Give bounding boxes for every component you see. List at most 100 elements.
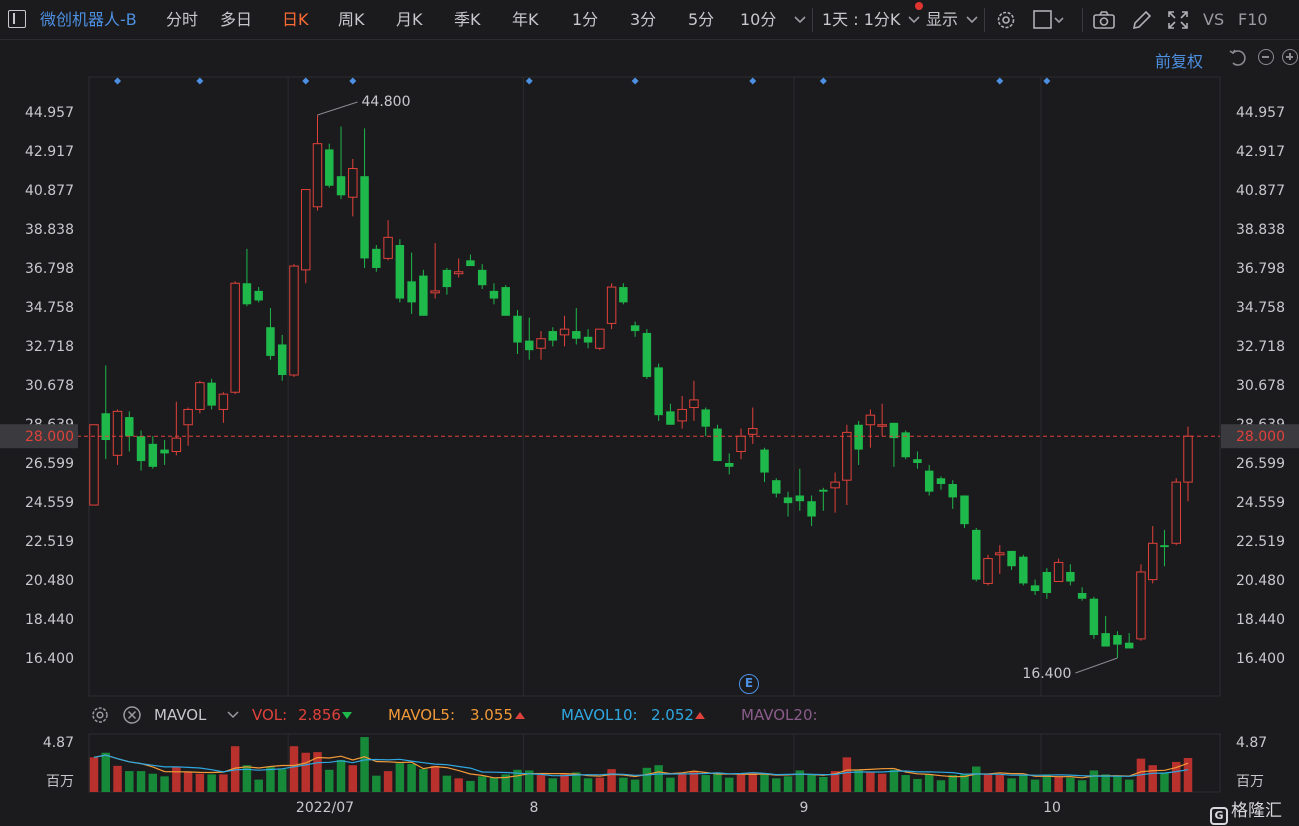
candlestick-chart[interactable]: 44.957 44.957 42.917 42.917 40.877 40.877 38.8… [0,40,1299,700]
volume-bar [383,771,393,792]
expand-icon[interactable] [1166,9,1190,31]
candle-body-up [877,424,887,427]
square-icon[interactable] [1032,9,1066,31]
volume-bar [972,766,981,792]
camera-icon[interactable] [1092,9,1116,31]
stock-name[interactable]: 微创机器人-B [40,10,137,29]
pencil-icon[interactable] [1130,9,1154,31]
candle-body-down [1007,550,1016,567]
period-tab-intraday[interactable]: 分时 [166,10,199,29]
volume-bar [336,759,346,792]
zoom-out-icon[interactable] [1258,49,1274,65]
candle-body-down [583,336,593,343]
volume-bar [1124,779,1134,792]
mavol5-line [93,754,1189,779]
volume-bar [466,780,475,792]
vs-button[interactable]: VS [1203,10,1225,29]
candle-body-up [195,382,205,410]
down-arrow-icon [342,712,352,719]
volume-bar [430,765,440,792]
current-price-tag-right [1221,424,1299,449]
candle-body-down [254,290,263,301]
undo-icon[interactable] [1228,48,1248,68]
period-tab-3min[interactable]: 3分 [630,10,657,29]
volume-bar [207,774,216,792]
price-tick-label-left: 44.957 [25,105,74,121]
volume-max-label-right: 4.87 [1236,735,1267,751]
mavol10-label: MAVOL10: [561,706,638,724]
period-tab-yearly[interactable]: 年K [512,10,539,29]
price-tick-label-left: 42.917 [25,144,74,160]
candle-body-down [913,459,922,463]
volume-bar [513,769,522,792]
period-tab-multiday[interactable]: 多日 [220,10,253,29]
gear-icon[interactable] [90,705,110,725]
volume-bar [183,771,193,792]
candle-body-up [842,431,852,481]
candle-body-down [160,449,169,454]
sidebar-toggle-icon[interactable] [8,10,26,28]
period-tab-quarterly[interactable]: 季K [454,10,481,29]
volume-bar [525,770,534,792]
f10-button[interactable]: F10 [1238,10,1268,29]
candle-body-down [795,495,805,502]
close-icon[interactable] [122,705,142,725]
volume-max-label-left: 4.87 [43,735,74,751]
candle-body-up [383,236,393,259]
volume-bar [1160,772,1169,792]
mavol20-label: MAVOL20: [741,706,818,724]
display-menu[interactable]: 显示 [926,10,959,29]
intraday-setting[interactable]: 1天 : 1分K [822,10,901,29]
time-axis-label: 10 [1043,800,1061,816]
volume-bar [736,774,746,792]
chevron-down-icon[interactable] [792,9,808,31]
candle-body-down [889,422,899,439]
candle-body-down [277,344,287,376]
candle-body-down [1113,635,1122,645]
gear-icon[interactable] [994,9,1018,31]
volume-bar [583,778,593,792]
candle-body-up [301,189,311,271]
volume-bar [807,774,816,792]
volume-bar [689,771,699,792]
candle-body-down [477,269,487,286]
zoom-in-icon[interactable] [1282,49,1298,65]
volume-bar [160,776,169,792]
price-tick-label-right: 44.957 [1236,105,1285,121]
candle-body-down [360,176,369,259]
price-tick-label-left: 22.519 [25,534,74,550]
volume-bar [277,769,287,792]
volume-bar [619,777,628,792]
period-tab-10min[interactable]: 10分 [740,10,777,29]
period-tab-5min[interactable]: 5分 [688,10,715,29]
volume-bar [595,777,605,792]
volume-chart[interactable]: 4.87 4.87 百万 百万 2022/07 8 9 10 [0,730,1299,826]
mavol10-line [93,754,1189,777]
notification-dot [915,2,923,10]
candle-body-up [1183,435,1193,483]
candle-body-down [1019,556,1028,584]
chevron-down-icon[interactable] [226,708,240,722]
candle-body-down [395,245,405,299]
time-axis-label: 9 [800,800,809,816]
candle-body-down [783,497,793,504]
candle-body-down [772,480,781,494]
chevron-down-icon[interactable] [906,9,922,31]
candle-body-up [536,338,546,349]
volume-bar [936,780,946,792]
volume-bar [301,752,310,792]
period-tab-weekly[interactable]: 周K [338,10,365,29]
candle-body-up [289,265,299,376]
current-price-tag-left [0,424,78,449]
chevron-down-icon[interactable] [964,9,980,31]
candle-body-down [442,269,452,288]
adjust-mode-label[interactable]: 前复权 [1155,52,1204,71]
period-tab-1min[interactable]: 1分 [572,10,599,29]
event-marker-icon[interactable]: E [739,674,759,694]
current-price-label-right: 28.000 [1236,429,1285,445]
volume-bar [772,778,781,792]
gelonghui-logo: G 格隆汇 [1210,796,1282,825]
period-tab-monthly[interactable]: 月K [396,10,423,29]
period-tab-daily[interactable]: 日K [282,10,309,29]
indicator-name[interactable]: MAVOL [154,706,207,724]
